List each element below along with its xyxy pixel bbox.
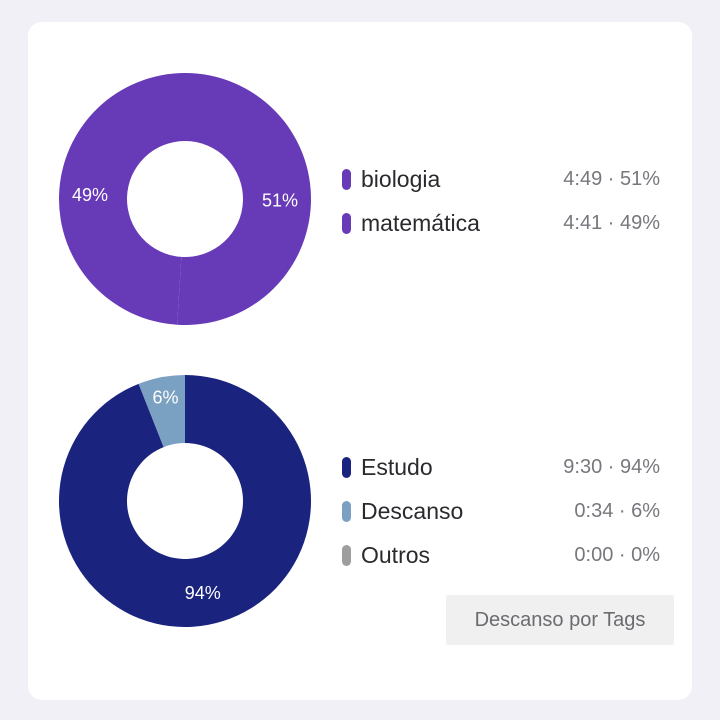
tags-slice-label-1: 49% (72, 185, 108, 205)
legend-swatch-biologia (342, 168, 351, 190)
legend-swatch-outros (342, 544, 351, 566)
types-slice-1[interactable] (138, 375, 185, 448)
legend-label-estudo: Estudo (361, 453, 433, 480)
types-slice-label-1: 6% (153, 388, 179, 408)
legend-swatch-estudo (342, 456, 351, 478)
legend-label-matematica: matemática (361, 209, 480, 236)
legend-label-descanso: Descanso (361, 497, 464, 524)
legend-label-biologia: biologia (361, 165, 441, 192)
legend-label-outros: Outros (361, 541, 431, 568)
legend-row-estudo[interactable]: Estudo 9:30 · 94% (342, 452, 660, 482)
session-type-donut-chart: 94% 6% (58, 375, 311, 627)
legend-row-biologia[interactable]: biologia 4:49 · 51% (342, 164, 660, 194)
descanso-por-tags-button[interactable]: Descanso por Tags (446, 595, 674, 645)
legend-value-outros: 0:00 · 0% (574, 543, 660, 566)
tags-slice-label-0: 51% (262, 191, 298, 211)
types-slice-0[interactable] (58, 375, 311, 627)
legend-swatch-matematica (342, 212, 351, 234)
legend-swatch-descanso (342, 500, 351, 522)
legend-value-estudo: 9:30 · 94% (563, 455, 660, 478)
legend-value-biologia: 4:49 · 51% (563, 167, 660, 190)
tags-slice-1[interactable] (58, 73, 185, 325)
legend-row-descanso[interactable]: Descanso 0:34 · 6% (342, 496, 660, 526)
legend-row-matematica[interactable]: matemática 4:41 · 49% (342, 208, 660, 238)
legend-value-matematica: 4:41 · 49% (563, 211, 660, 234)
legend-row-outros[interactable]: Outros 0:00 · 0% (342, 540, 660, 570)
types-slice-label-0: 94% (185, 583, 221, 603)
tags-donut-chart: 51% 49% (58, 73, 311, 325)
tags-slice-0[interactable] (177, 73, 311, 325)
legend-value-descanso: 0:34 · 6% (574, 499, 660, 522)
